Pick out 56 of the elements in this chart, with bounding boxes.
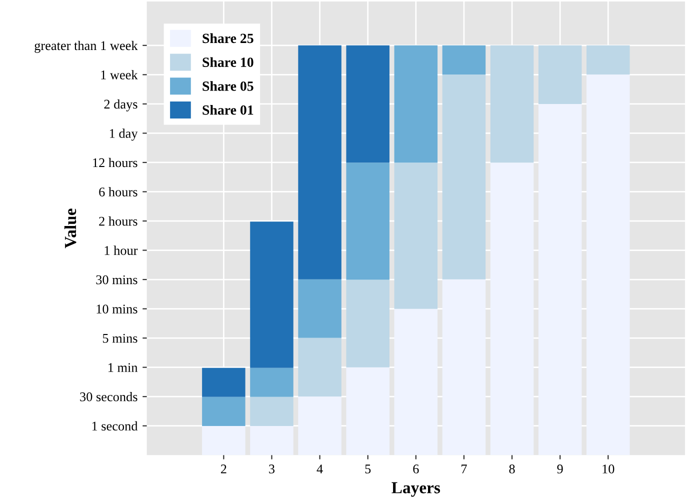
bar xyxy=(298,45,342,280)
x-tick-label: 8 xyxy=(509,464,515,474)
bar xyxy=(250,368,294,397)
bar xyxy=(346,367,390,456)
bar xyxy=(298,338,342,397)
category-label: 1 week xyxy=(101,70,138,80)
bar xyxy=(202,368,246,397)
bar xyxy=(250,222,294,368)
bar xyxy=(442,74,486,280)
bar xyxy=(298,396,342,456)
category-label: 1 second xyxy=(92,421,138,431)
bar xyxy=(490,162,534,456)
category-label: 6 hours xyxy=(99,187,138,196)
legend-label: Share 25 xyxy=(202,33,254,44)
legend-label: Share 10 xyxy=(202,57,254,67)
bar xyxy=(586,45,630,74)
category-label: greater than 1 week xyxy=(34,40,138,53)
x-tick-label: 9 xyxy=(557,464,563,474)
bar xyxy=(490,45,534,163)
y-axis-title: Value xyxy=(64,208,76,248)
bar xyxy=(442,279,486,456)
x-tick-label: 5 xyxy=(365,464,371,474)
bar xyxy=(250,426,294,456)
bar xyxy=(298,279,342,338)
bar xyxy=(538,104,582,456)
category-label: 2 hours xyxy=(99,216,138,226)
x-tick-label: 6 xyxy=(413,464,419,474)
bar xyxy=(346,280,390,368)
category-label: 1 day xyxy=(110,128,138,141)
category-label: 1 min xyxy=(108,363,138,372)
category-label: 30 seconds xyxy=(80,392,138,402)
category-label: 2 days xyxy=(104,99,138,112)
x-tick-label: 2 xyxy=(220,464,226,474)
bar xyxy=(394,308,438,456)
x-tick-label: 3 xyxy=(269,464,275,474)
bar xyxy=(202,396,246,426)
x-axis-title: Layers xyxy=(392,482,440,497)
category-label: 1 hour xyxy=(104,246,138,255)
legend-label: Share 05 xyxy=(202,81,254,91)
category-label: 12 hours xyxy=(93,158,138,168)
bar xyxy=(346,45,390,163)
bar xyxy=(586,74,630,456)
bar xyxy=(538,45,582,104)
legend-label: Share 01 xyxy=(202,104,254,115)
bar xyxy=(202,426,246,456)
x-tick-label: 10 xyxy=(602,464,614,474)
x-tick-label: 7 xyxy=(462,464,467,474)
bar xyxy=(442,45,486,74)
bar xyxy=(346,162,390,280)
category-label: 10 mins xyxy=(96,304,138,314)
category-label: 30 mins xyxy=(96,275,138,284)
bar xyxy=(394,45,438,163)
x-tick-label: 4 xyxy=(316,464,323,474)
category-label: 5 mins xyxy=(102,334,138,343)
bar xyxy=(394,162,438,309)
bar xyxy=(250,396,294,426)
